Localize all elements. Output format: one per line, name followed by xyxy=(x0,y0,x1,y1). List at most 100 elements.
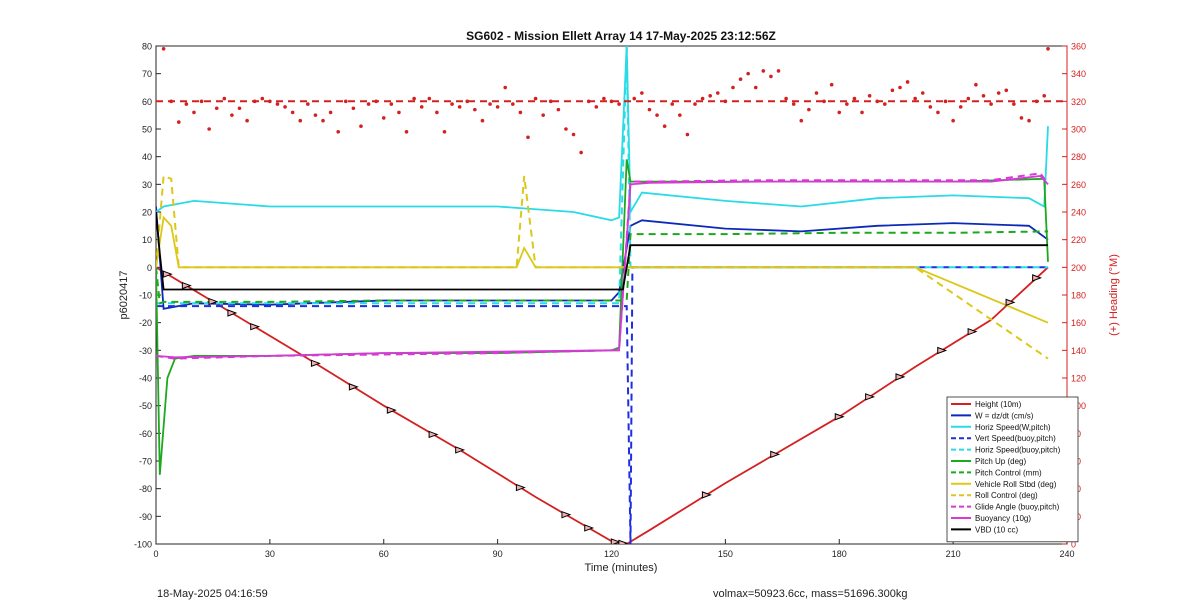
y-tick-label: 50 xyxy=(142,125,152,135)
legend-label: VBD (10 cc) xyxy=(975,525,1018,534)
heading-point xyxy=(678,113,682,117)
heading-point xyxy=(556,107,561,112)
heading-point xyxy=(419,105,424,109)
y2-tick-label: 280 xyxy=(1071,152,1086,162)
x-tick-label: 90 xyxy=(493,549,503,559)
heading-point xyxy=(1034,99,1039,104)
direction-marker xyxy=(610,538,621,544)
direction-marker xyxy=(618,539,629,544)
heading-point xyxy=(548,99,553,104)
legend-label: Horiz Speed(buoy,pitch) xyxy=(975,446,1061,455)
heading-point xyxy=(579,150,583,155)
heading-point xyxy=(1019,116,1024,120)
heading-point xyxy=(427,96,432,101)
y-tick-label: -70 xyxy=(139,457,152,467)
heading-point xyxy=(799,118,804,123)
heading-point xyxy=(655,113,659,117)
heading-point xyxy=(769,74,773,79)
heading-point xyxy=(905,80,910,84)
y-tick-label: 10 xyxy=(142,235,152,245)
legend-label: Roll Control (deg) xyxy=(975,491,1038,500)
y2-tick-label: 360 xyxy=(1071,42,1086,52)
heading-point xyxy=(533,96,538,101)
heading-point xyxy=(359,124,363,129)
heading-point xyxy=(943,99,948,104)
direction-marker xyxy=(310,359,321,368)
heading-point xyxy=(1046,46,1050,51)
heading-point xyxy=(321,118,325,123)
heading-point xyxy=(404,129,409,134)
heading-point xyxy=(222,96,227,101)
heading-point xyxy=(829,82,834,87)
legend-label: Pitch Control (mm) xyxy=(975,468,1042,477)
series-group xyxy=(156,46,1067,544)
y-tick-label: -60 xyxy=(139,429,152,439)
heading-point xyxy=(700,96,705,101)
heading-point xyxy=(290,110,295,115)
series-line-roll-control-deg xyxy=(156,174,1049,360)
heading-point xyxy=(283,105,287,109)
x-tick-label: 120 xyxy=(604,549,619,559)
direction-marker xyxy=(386,406,397,414)
x-tick-label: 240 xyxy=(1059,549,1074,559)
heading-point xyxy=(336,129,341,134)
heading-point xyxy=(738,77,743,81)
direction-marker xyxy=(561,510,572,519)
x-tick-label: 60 xyxy=(379,549,389,559)
heading-point xyxy=(366,102,371,106)
y2-tick-label: 260 xyxy=(1071,180,1086,190)
heading-point xyxy=(495,105,500,109)
heading-point xyxy=(275,102,280,106)
heading-point xyxy=(920,91,925,95)
y2-tick-label: 200 xyxy=(1071,263,1086,273)
direction-marker xyxy=(428,430,439,439)
series-line-pitch-control-mm xyxy=(156,230,1049,305)
y-tick-label: -100 xyxy=(134,540,152,550)
heading-point xyxy=(617,102,621,106)
heading-point xyxy=(586,99,591,104)
y-tick-label: 60 xyxy=(142,97,152,107)
heading-point xyxy=(996,91,1001,95)
heading-point xyxy=(981,94,986,98)
heading-point xyxy=(776,69,781,73)
heading-point xyxy=(662,124,667,129)
heading-point xyxy=(351,106,356,111)
y2-tick-label: 0 xyxy=(1071,540,1076,550)
direction-marker xyxy=(208,297,219,306)
y-tick-label: 40 xyxy=(142,152,152,162)
y-tick-label: 20 xyxy=(142,208,152,218)
heading-point xyxy=(632,96,637,101)
y2-axis-label: (+) Heading (°M) xyxy=(1108,254,1120,336)
heading-point xyxy=(199,99,204,104)
direction-marker xyxy=(937,346,948,355)
y-tick-label: 0 xyxy=(147,263,152,273)
heading-point xyxy=(890,88,895,93)
y-tick-label: -90 xyxy=(139,512,152,522)
y2-tick-label: 240 xyxy=(1071,208,1086,218)
heading-point xyxy=(1027,118,1031,123)
heading-point xyxy=(594,105,599,109)
heading-point xyxy=(609,99,614,104)
heading-point xyxy=(928,105,933,109)
legend-label: Horiz Speed(W,pitch) xyxy=(975,423,1051,432)
heading-point xyxy=(268,99,272,104)
y2-tick-label: 100 xyxy=(1071,401,1086,411)
heading-point xyxy=(389,102,394,106)
y-tick-label: -50 xyxy=(139,401,152,411)
legend-label: W = dz/dt (cm/s) xyxy=(975,411,1034,420)
plot-area xyxy=(156,46,1067,544)
x-tick-label: 210 xyxy=(946,549,961,559)
y2-tick-label: 160 xyxy=(1071,318,1086,328)
heading-point xyxy=(1042,94,1047,98)
series-line-height-10m xyxy=(156,266,1049,544)
legend-label: Pitch Up (deg) xyxy=(975,457,1026,466)
heading-point xyxy=(237,106,242,111)
direction-marker xyxy=(455,446,466,454)
direction-marker xyxy=(227,309,238,317)
heading-point xyxy=(753,85,758,90)
heading-point xyxy=(328,110,333,115)
direction-marker xyxy=(515,483,526,492)
y-tick-label: -10 xyxy=(139,291,152,301)
heading-point xyxy=(435,110,439,115)
